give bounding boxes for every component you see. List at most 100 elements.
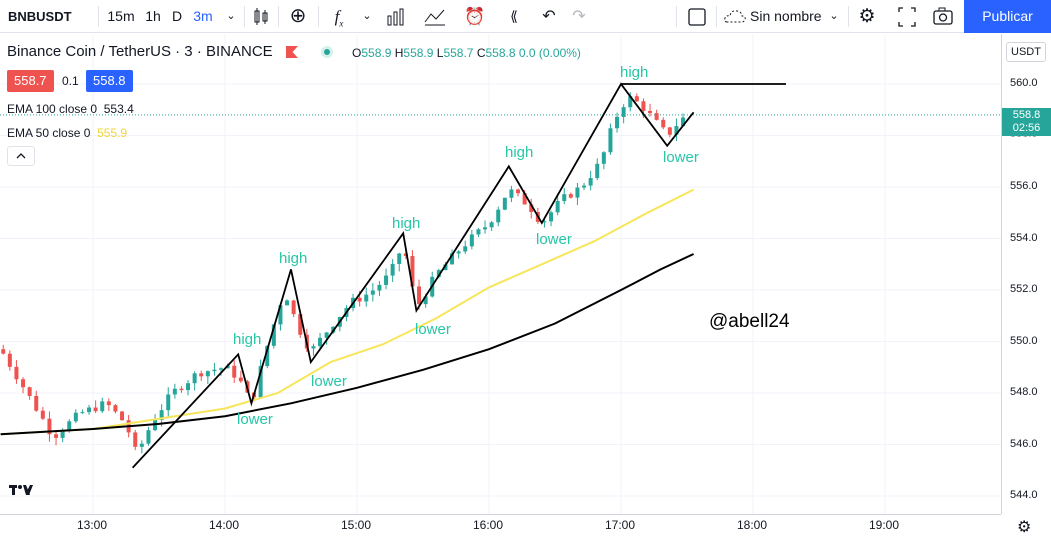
candle-body [100,401,105,412]
candle-body [14,366,19,380]
sell-price-badge[interactable]: 558.7 [7,70,54,92]
price-tick: 556.0 [1010,180,1038,192]
gear-icon[interactable]: ⚙ [858,6,876,27]
candle-body [562,194,567,202]
redo-icon[interactable]: ↷ [572,8,586,25]
bar-chart-icon[interactable] [384,0,408,33]
candle-body [172,388,177,395]
candle-body [265,345,270,367]
replay-rewind-icon[interactable]: ⟪ [510,8,518,24]
chevron-down-icon[interactable]: ⌄ [362,10,372,22]
candle-body [463,246,468,252]
collapse-legend-button[interactable] [7,146,35,166]
candle-body [34,395,39,411]
chevron-down-icon[interactable]: ⌄ [226,10,236,22]
layout-name[interactable]: Sin nombre [750,8,822,24]
candle-body [648,110,653,114]
candle-body [476,229,481,235]
time-tick: 15:00 [341,518,372,532]
candle-body [291,300,296,315]
candle-body [199,373,204,377]
currency-selector[interactable]: USDT [1006,42,1046,62]
indicators-fx-icon[interactable]: fx [334,7,344,29]
publish-button[interactable]: Publicar [964,0,1051,33]
price-tick: 544.0 [1010,489,1038,501]
candle-body [390,263,395,276]
candle-body [601,152,606,164]
candle-body [509,189,514,198]
toolbar-divider [318,6,319,27]
ohlc-values: O558.9 H558.9 L558.7 C558.8 0.0 (0.00%) [352,46,581,60]
multi-layout-icon[interactable] [686,0,708,33]
toolbar-divider [98,6,99,27]
interval-1h[interactable]: 1h [145,8,161,24]
candle-body [219,368,224,370]
high-label: high [233,331,262,348]
candle-body [595,163,600,179]
time-scale[interactable] [0,514,1001,545]
candle-body [232,365,237,378]
symbol-search[interactable]: BNBUSDT [8,9,72,24]
price-scale[interactable] [1001,34,1051,514]
ema100-line [0,253,695,436]
lower-label: lower [536,231,572,248]
candle-body [377,284,382,291]
candle-body [93,407,98,412]
high-label: high [279,250,308,267]
candle-body [271,324,276,346]
candle-body [278,305,283,325]
candle-body [54,434,59,438]
candle-body [674,126,679,135]
price-tick: 550.0 [1010,335,1038,347]
candle-body [238,377,243,382]
undo-icon[interactable]: ↶ [542,8,556,25]
high-label: high [392,215,421,232]
candle-body [423,296,428,305]
ema100-legend[interactable]: EMA 100 close 0 553.4 [7,102,134,116]
interval-15m[interactable]: 15m [107,8,135,24]
tradingview-logo-icon[interactable] [8,481,34,499]
candle-body [634,96,639,102]
candle-body [403,253,408,257]
flag-icon[interactable] [286,46,298,58]
ema50-legend[interactable]: EMA 50 close 0 555.9 [7,126,128,140]
candle-body [681,117,686,127]
chevron-down-icon[interactable]: ⌄ [829,10,839,22]
candle-body [568,194,573,198]
candle-body [146,430,151,444]
add-indicator-plus-icon[interactable]: ⊕ [289,5,307,27]
interval-3m[interactable]: 3m [193,8,213,24]
candle-body [582,185,587,188]
candle-body [139,443,144,447]
compare-chart-icon[interactable] [422,0,448,33]
toolbar-divider [244,6,245,27]
candle-body [285,300,290,306]
fullscreen-icon[interactable] [895,0,919,33]
market-status-icon [321,46,333,58]
candle-body [436,270,441,277]
time-tick: 19:00 [869,518,900,532]
candle-body [542,221,547,223]
time-tick: 16:00 [473,518,504,532]
gear-icon[interactable]: ⚙ [1017,519,1032,536]
interval-d[interactable]: D [171,8,183,24]
candle-body [661,119,666,128]
candle-body [549,212,554,222]
candle-body [489,222,494,228]
toolbar-divider [848,6,849,27]
high-label: high [505,144,534,161]
candle-body [588,178,593,186]
candle-body [318,337,323,347]
candlestick-icon[interactable] [250,0,272,33]
candle-body [7,353,12,367]
buy-price-badge[interactable]: 558.8 [86,70,133,92]
candle-body [133,432,138,447]
candle-body [298,314,303,335]
candle-body [469,234,474,247]
camera-icon[interactable] [931,0,955,33]
lower-label: lower [415,321,451,338]
time-tick: 13:00 [77,518,108,532]
cloud-icon[interactable] [722,0,748,33]
alert-clock-icon[interactable]: ⏰ [464,7,486,26]
